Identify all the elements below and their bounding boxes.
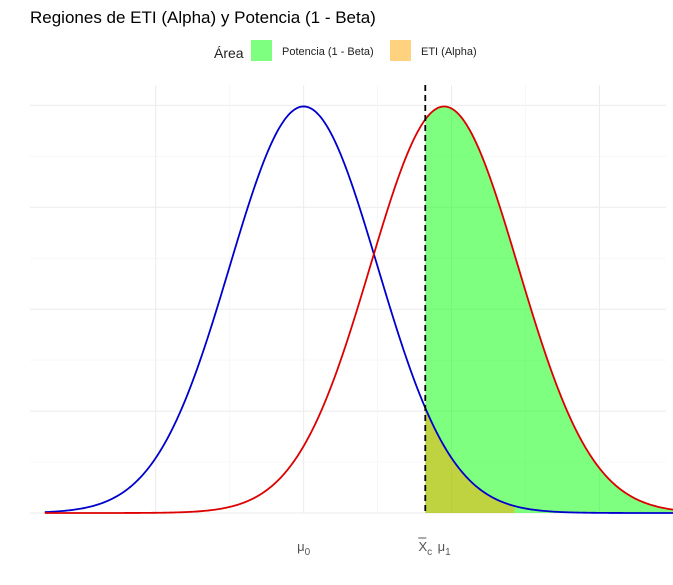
legend-swatch-alpha: [390, 40, 411, 61]
density-curve-h1: [44, 105, 673, 514]
legend: Área Potencia (1 - Beta) ETI (Alpha): [214, 40, 477, 61]
alpha-region: [425, 407, 515, 513]
x-tick-label: μ1: [438, 539, 452, 558]
plot-area: μ0 Xc μ1: [30, 85, 673, 558]
legend-swatch-power: [251, 40, 272, 61]
legend-label-alpha: ETI (Alpha): [421, 46, 477, 58]
legend-title: Área: [214, 45, 244, 61]
power-region: [425, 106, 673, 513]
density-curve-h0: [44, 105, 673, 514]
chart-title: Regiones de ETI (Alpha) y Potencia (1 - …: [30, 8, 376, 27]
legend-label-power: Potencia (1 - Beta): [282, 46, 374, 58]
x-tick-label: Xc: [418, 539, 432, 558]
x-tick-label: μ0: [297, 539, 311, 558]
